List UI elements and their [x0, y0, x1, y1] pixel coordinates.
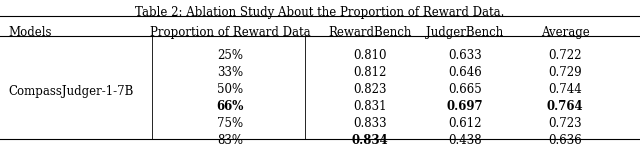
Text: 0.833: 0.833	[353, 117, 387, 130]
Text: 0.764: 0.764	[547, 100, 583, 113]
Text: JudgerBench: JudgerBench	[426, 26, 504, 39]
Text: Models: Models	[8, 26, 51, 39]
Text: 50%: 50%	[217, 83, 243, 96]
Text: Table 2: Ablation Study About the Proportion of Reward Data.: Table 2: Ablation Study About the Propor…	[135, 6, 505, 19]
Text: RewardBench: RewardBench	[328, 26, 412, 39]
Text: 0.812: 0.812	[353, 66, 387, 79]
Text: 0.633: 0.633	[448, 49, 482, 62]
Text: 0.831: 0.831	[353, 100, 387, 113]
Text: 0.438: 0.438	[448, 134, 482, 146]
Text: Proportion of Reward Data: Proportion of Reward Data	[150, 26, 310, 39]
Text: 0.697: 0.697	[447, 100, 483, 113]
Text: 0.823: 0.823	[353, 83, 387, 96]
Text: 0.744: 0.744	[548, 83, 582, 96]
Text: 66%: 66%	[216, 100, 244, 113]
Text: 33%: 33%	[217, 66, 243, 79]
Text: 75%: 75%	[217, 117, 243, 130]
Text: 0.723: 0.723	[548, 117, 582, 130]
Text: 0.834: 0.834	[351, 134, 388, 146]
Text: 0.665: 0.665	[448, 83, 482, 96]
Text: CompassJudger-1-7B: CompassJudger-1-7B	[8, 86, 133, 99]
Text: 0.646: 0.646	[448, 66, 482, 79]
Text: 83%: 83%	[217, 134, 243, 146]
Text: 0.810: 0.810	[353, 49, 387, 62]
Text: 0.636: 0.636	[548, 134, 582, 146]
Text: Average: Average	[541, 26, 589, 39]
Text: 0.722: 0.722	[548, 49, 582, 62]
Text: 25%: 25%	[217, 49, 243, 62]
Text: 0.729: 0.729	[548, 66, 582, 79]
Text: 0.612: 0.612	[448, 117, 482, 130]
